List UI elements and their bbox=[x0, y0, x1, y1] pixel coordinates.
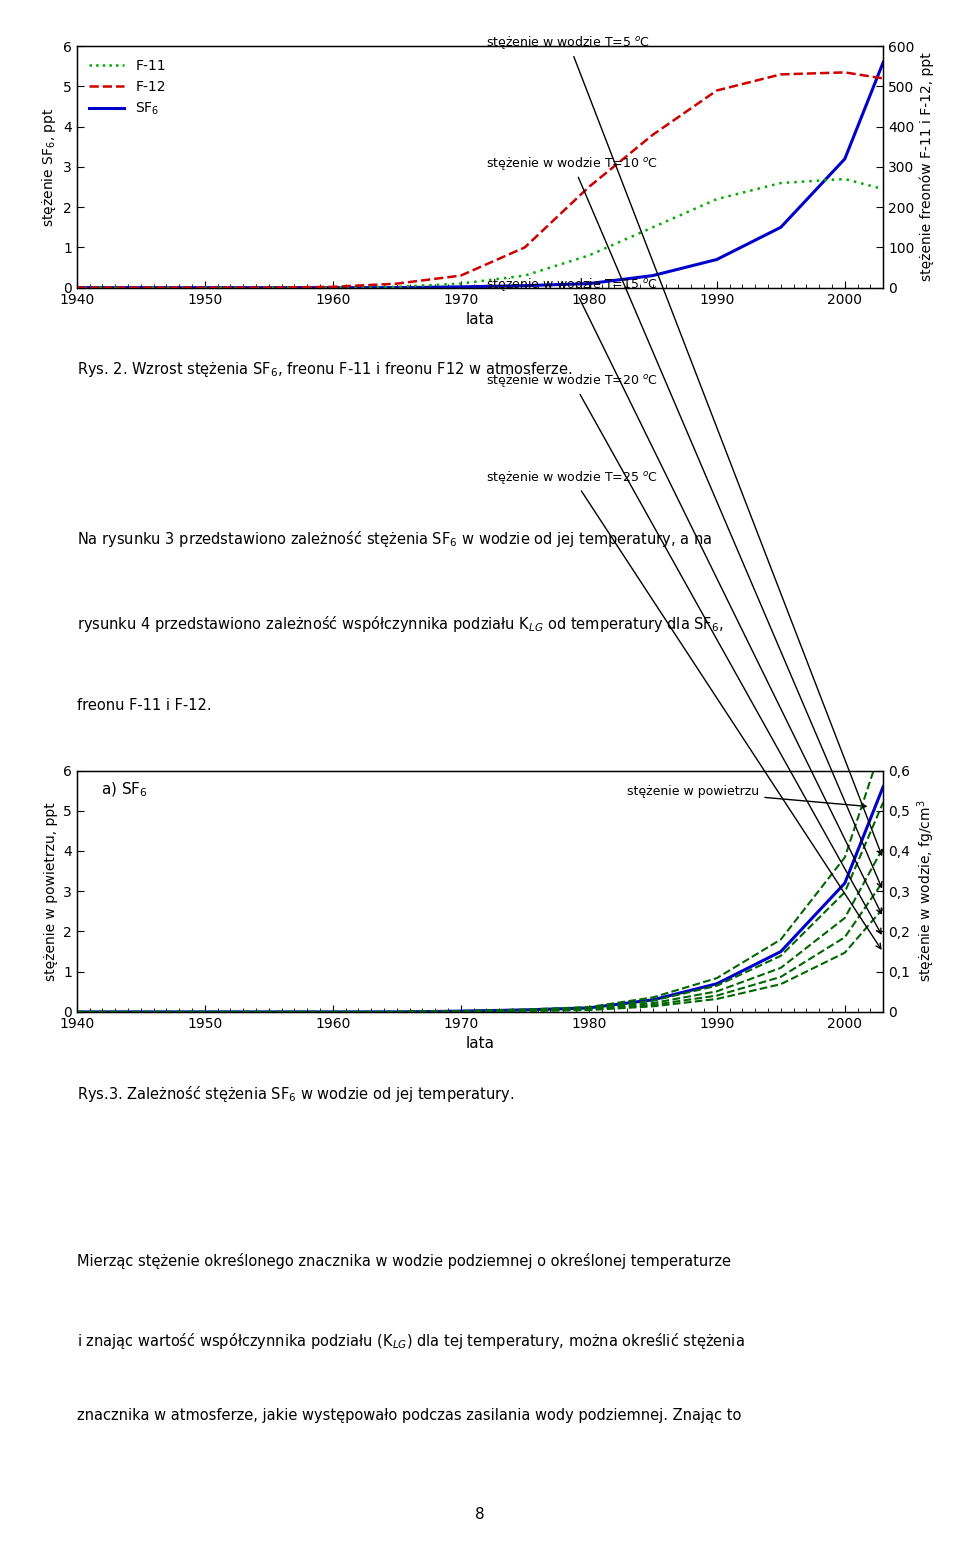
Y-axis label: stężenie freonów F-11 i F-12, ppt: stężenie freonów F-11 i F-12, ppt bbox=[920, 52, 934, 282]
Text: stężenie w powietrzu: stężenie w powietrzu bbox=[627, 784, 866, 809]
SF$_6$ bbox=[199, 279, 210, 297]
SF$_6$ bbox=[135, 279, 147, 297]
SF$_6$ bbox=[519, 276, 531, 294]
Legend: F-11, F-12, SF$_6$: F-11, F-12, SF$_6$ bbox=[84, 54, 171, 123]
SF$_6$ bbox=[71, 279, 83, 297]
SF$_6$ bbox=[647, 267, 659, 285]
Text: Mierząc stężenie określonego znacznika w wodzie podziemnej o określonej temperat: Mierząc stężenie określonego znacznika w… bbox=[77, 1253, 731, 1270]
SF$_6$ bbox=[877, 52, 889, 71]
Y-axis label: stężenie w powietrzu, ppt: stężenie w powietrzu, ppt bbox=[43, 801, 58, 980]
SF$_6$ bbox=[711, 250, 723, 268]
SF$_6$ bbox=[839, 149, 851, 168]
Text: rysunku 4 przedstawiono zależność współczynnika podziału K$_{LG}$ od temperatury: rysunku 4 przedstawiono zależność współc… bbox=[77, 613, 724, 633]
Y-axis label: stężenie SF$_6$, ppt: stężenie SF$_6$, ppt bbox=[39, 106, 58, 227]
SF$_6$ bbox=[583, 274, 594, 293]
SF$_6$ bbox=[455, 277, 467, 296]
SF$_6$ bbox=[263, 279, 275, 297]
Text: znacznika w atmosferze, jakie występowało podczas zasilania wody podziemnej. Zna: znacznika w atmosferze, jakie występował… bbox=[77, 1408, 741, 1422]
Text: freonu F-11 i F-12.: freonu F-11 i F-12. bbox=[77, 698, 211, 713]
X-axis label: lata: lata bbox=[466, 1037, 494, 1051]
Text: Rys. 2. Wzrost stężenia SF$_6$, freonu F-11 i freonu F12 w atmosferze.: Rys. 2. Wzrost stężenia SF$_6$, freonu F… bbox=[77, 361, 572, 379]
Text: stężenie w wodzie T=25 $^o$C: stężenie w wodzie T=25 $^o$C bbox=[487, 468, 881, 949]
X-axis label: lata: lata bbox=[466, 313, 494, 327]
SF$_6$ bbox=[391, 279, 402, 297]
Text: 8: 8 bbox=[475, 1507, 485, 1523]
Line: SF$_6$: SF$_6$ bbox=[77, 62, 883, 288]
Text: stężenie w wodzie T=15 $^o$C: stężenie w wodzie T=15 $^o$C bbox=[487, 276, 881, 914]
Text: Na rysunku 3 przedstawiono zależność stężenia SF$_6$ w wodzie od jej temperatury: Na rysunku 3 przedstawiono zależność stę… bbox=[77, 529, 711, 549]
SF$_6$ bbox=[775, 217, 786, 236]
Text: stężenie w wodzie T=5 $^o$C: stężenie w wodzie T=5 $^o$C bbox=[487, 34, 882, 855]
Text: stężenie w wodzie T=10 $^o$C: stężenie w wodzie T=10 $^o$C bbox=[487, 156, 882, 888]
Y-axis label: stężenie w wodzie, fg/cm$^3$: stężenie w wodzie, fg/cm$^3$ bbox=[916, 800, 937, 983]
SF$_6$ bbox=[327, 279, 339, 297]
Text: stężenie w wodzie T=20 $^o$C: stężenie w wodzie T=20 $^o$C bbox=[487, 373, 881, 934]
Text: a) SF$_6$: a) SF$_6$ bbox=[101, 780, 148, 798]
Text: i znając wartość współczynnika podziału (K$_{LG}$) dla tej temperatury, można ok: i znając wartość współczynnika podziału … bbox=[77, 1330, 744, 1350]
Text: Rys.3. Zależność stężenia SF$_6$ w wodzie od jej temperatury.: Rys.3. Zależność stężenia SF$_6$ w wodzi… bbox=[77, 1085, 514, 1105]
